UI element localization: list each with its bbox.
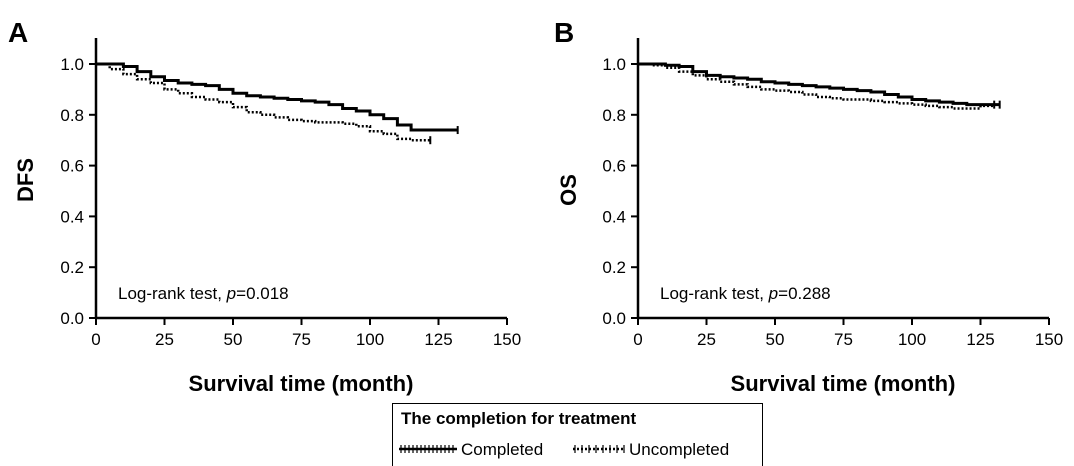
y-tick-label: 0.0 [60,309,84,328]
x-tick-label: 100 [898,330,926,349]
x-tick-label: 100 [356,330,384,349]
x-tick-label: 125 [966,330,994,349]
series-uncompleted [638,62,996,110]
x-tick-label: 25 [697,330,716,349]
y-tick-label: 0.2 [60,258,84,277]
legend: The completion for treatment Completed U… [392,403,763,466]
legend-items: Completed Uncompleted [399,437,759,461]
y-tick-label: 0.0 [602,309,626,328]
log-rank-annotation: Log-rank test, p=0.288 [660,284,831,303]
y-tick-label: 0.2 [602,258,626,277]
log-rank-annotation: Log-rank test, p=0.018 [118,284,289,303]
legend-label: Completed [461,440,544,459]
annotation-p-value: =0.018 [236,284,288,303]
annotation-p-value: =0.288 [778,284,830,303]
legend-swatch-solid [399,445,457,453]
legend-label: Uncompleted [629,440,730,459]
y-tick-label: 1.0 [60,55,84,74]
panel-label: B [554,17,574,48]
panel-a: A 0.0 0.2 0.4 0.6 0.8 1.0 0 25 50 75 100 125 150 DFS… [8,17,521,396]
panel-b: B 0.00.20.40.60.81.00 25 50 75 100 125 150 OS … [554,17,1063,396]
legend-title: The completion for treatment [401,409,637,428]
x-tick-label: 150 [493,330,521,349]
legend-item-uncompleted: Uncompleted [573,437,763,461]
x-axis-title: Survival time (month) [731,371,956,396]
series-completed [638,62,1000,107]
x-tick-label: 75 [292,330,311,349]
x-tick-label: 125 [424,330,452,349]
panel-label: A [8,17,28,48]
x-tick-label: 50 [766,330,785,349]
annotation-p-symbol: p [226,284,236,303]
y-axis-title: OS [556,174,581,206]
y-tick-label: 1.0 [602,55,626,74]
y-tick-label: 0.4 [602,207,626,226]
series-uncompleted [96,62,431,142]
series-completed [96,62,458,132]
x-tick-label: 25 [155,330,174,349]
annotation-p-symbol: p [768,284,778,303]
legend-swatch-dotted [573,445,625,453]
y-tick-label: 0.8 [60,106,84,125]
x-axis-title: Survival time (month) [189,371,414,396]
x-tick-label: 0 [91,330,100,349]
plot-area: 0.0 0.2 0.4 0.6 0.8 1.0 0 25 50 75 100 125 150 [602,38,1063,349]
x-tick-label: 0 [633,330,642,349]
y-tick-label: 0.4 [60,207,84,226]
plot-area: 0.0 0.2 0.4 0.6 0.8 1.0 0 25 50 75 100 125 150 [60,38,521,349]
y-axis-title: DFS [13,158,38,202]
x-tick-label: 75 [834,330,853,349]
y-tick-label: 0.6 [602,157,626,176]
y-tick-label: 0.6 [60,157,84,176]
legend-item-completed: Completed [399,437,559,461]
x-tick-label: 150 [1035,330,1063,349]
annotation-prefix: Log-rank test, [660,284,769,303]
y-tick-label: 0.8 [602,106,626,125]
x-tick-label: 50 [224,330,243,349]
annotation-prefix: Log-rank test, [118,284,227,303]
